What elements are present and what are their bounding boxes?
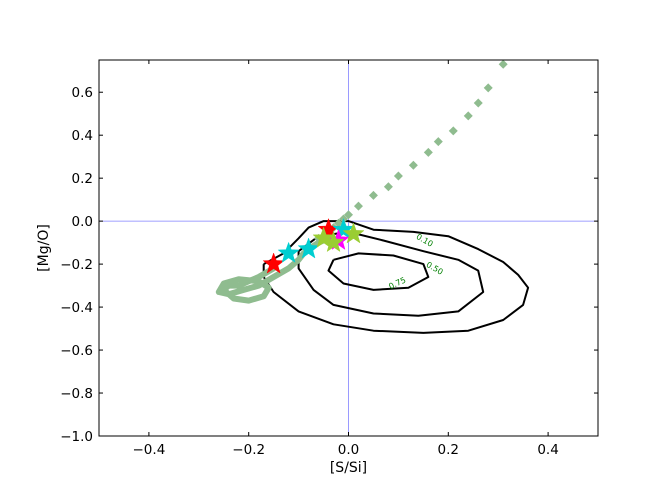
series-diamond-marker [393, 171, 403, 181]
contour-0.50 [297, 230, 485, 317]
contour-0.75 [327, 252, 430, 291]
y-tick-label: −0.6 [60, 343, 93, 359]
series-diamond-marker [334, 218, 344, 228]
contour-0.10 [262, 220, 530, 334]
y-tick-label: 0.6 [72, 85, 93, 101]
star-marker [297, 237, 320, 259]
series-diamond-marker [498, 60, 508, 69]
star-marker [262, 252, 285, 274]
series-diamond-marker [448, 126, 458, 136]
x-tick-label: 0.4 [537, 442, 558, 458]
x-tick-label: −0.2 [232, 442, 265, 458]
y-tick-label: 0.2 [72, 171, 93, 187]
series-diamond-marker [344, 210, 353, 220]
y-axis-label: [Mg/O] [36, 224, 52, 272]
y-tick-label: −0.2 [60, 257, 93, 273]
plot-content: 0.100.500.75 [99, 60, 598, 436]
x-tick-label: −0.4 [133, 442, 166, 458]
series-diamond-marker [353, 201, 363, 211]
series-diamond-marker [423, 147, 433, 157]
y-tick-label: 0.4 [72, 128, 93, 144]
series-diamond-marker [473, 98, 483, 108]
star-marker [312, 226, 335, 248]
y-tick-label: −0.8 [60, 386, 93, 402]
plot-area: 0.100.500.75 [99, 60, 598, 436]
x-axis-label: [S/Si] [330, 460, 367, 476]
series-diamond-marker [483, 83, 493, 93]
x-tick-label: 0.2 [438, 442, 459, 458]
series-diamond-marker [433, 137, 443, 147]
series-diamond-marker [463, 111, 473, 121]
y-tick-label: −1.0 [60, 429, 93, 445]
star-marker [342, 222, 365, 244]
star-marker [332, 217, 355, 240]
axes: −0.4 −0.2 0.0 0.2 0.4 −1.0 −0.8 −0.6 −0.4 −0.2 0.0… [60, 59, 599, 458]
series-diamond-marker [408, 160, 418, 170]
series-diamond-marker [383, 182, 393, 192]
series-thick-line [215, 235, 332, 304]
star-marker [277, 241, 300, 263]
x-tick-label: 0.0 [338, 442, 359, 458]
series-diamond-marker [368, 190, 378, 200]
y-tick-label: −0.4 [60, 300, 93, 316]
y-tick-label: 0.0 [72, 214, 93, 230]
